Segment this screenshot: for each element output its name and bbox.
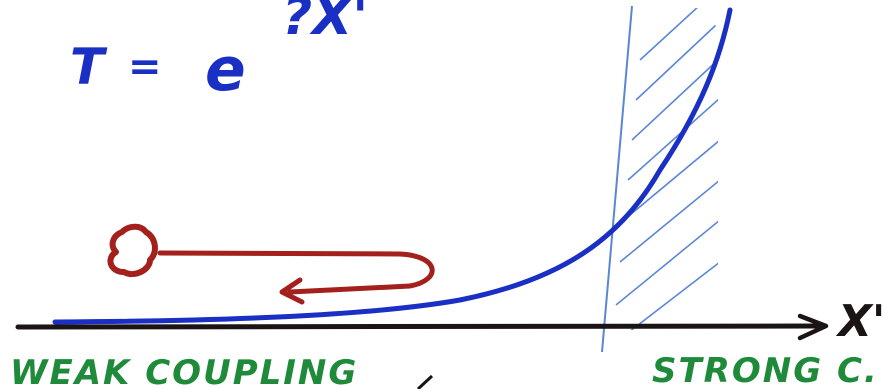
arrow-path	[157, 250, 435, 295]
axis-label: X'	[835, 296, 885, 347]
formula-exponent: ?X'	[282, 0, 368, 47]
flow-arrow	[107, 223, 435, 305]
start-blob	[107, 223, 158, 278]
strong-coupling-label: STRONG C.	[652, 351, 879, 389]
exponential-curve	[52, 7, 733, 325]
arrow-head	[279, 277, 305, 305]
region-boundary-line	[601, 5, 633, 353]
formula-equals: =	[128, 44, 162, 90]
formula-lhs: T	[70, 38, 108, 96]
axis-arrowhead	[797, 313, 829, 341]
stray-mark	[416, 374, 434, 389]
hatch-lines	[611, 8, 718, 330]
x-axis: X'	[15, 296, 885, 347]
strong-coupling-region	[601, 5, 718, 353]
weak-coupling-label: WEAK COUPLING	[10, 353, 358, 389]
formula: T = e ?X'	[70, 0, 368, 105]
axis-line	[15, 323, 821, 330]
formula-base: e	[205, 35, 246, 105]
